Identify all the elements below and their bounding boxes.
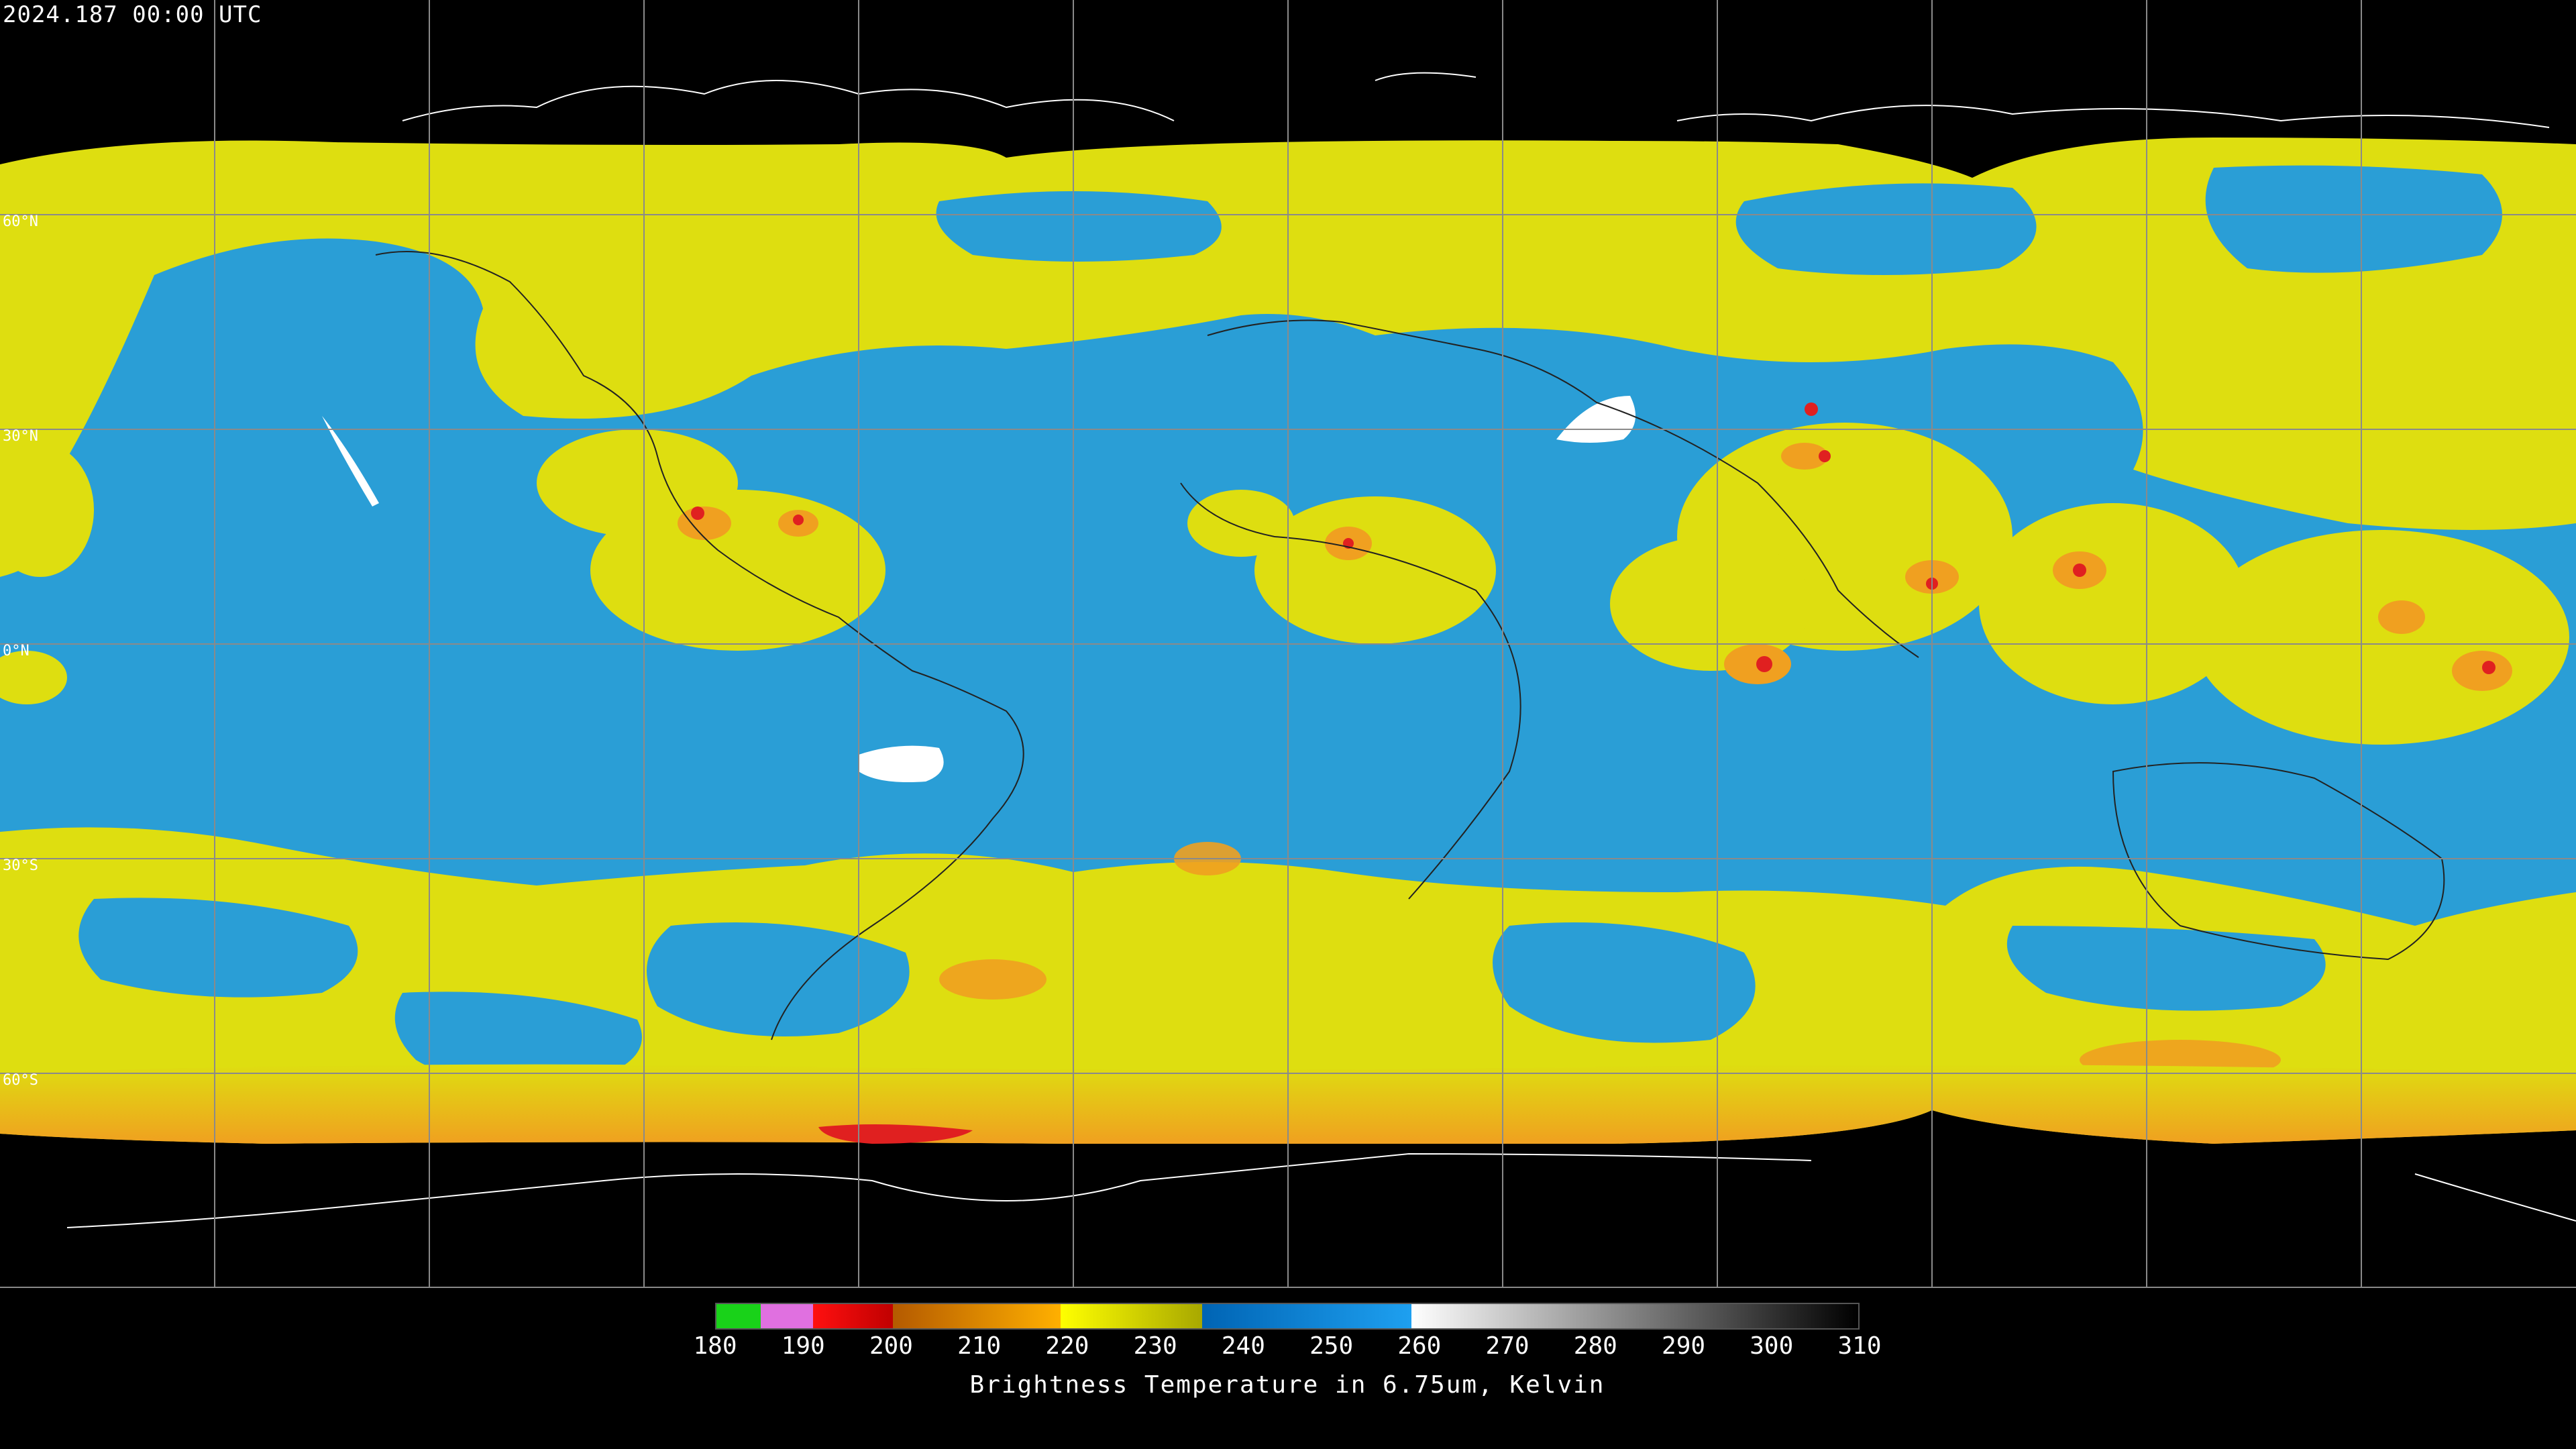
polar-coastlines <box>66 72 2576 1228</box>
colorbar-seg-blue <box>1202 1304 1411 1328</box>
colorbar-seg-yellow-olive <box>1060 1304 1203 1328</box>
colorbar-legend: 180 190 200 210 220 230 240 250 260 270 280 290 300 3… <box>693 1303 1882 1360</box>
colorbar-seg-brown-orange <box>893 1304 1061 1328</box>
lat-label-0n: 0°N <box>3 643 30 659</box>
convective-clusters <box>0 423 2569 745</box>
colorbar-tick-240: 240 <box>1221 1332 1265 1360</box>
coastlines <box>375 251 2445 1040</box>
lat-label-30n: 30°N <box>3 428 38 445</box>
colorbar-seg-red <box>812 1304 894 1328</box>
colorbar-seg-violet <box>760 1304 813 1328</box>
colorbar-tick-190: 190 <box>781 1332 825 1360</box>
colorbar-tick-290: 290 <box>1662 1332 1706 1360</box>
colorbar-title: Brightness Temperature in 6.75um, Kelvin <box>969 1371 1605 1399</box>
colorbar-seg-gray <box>1411 1304 1858 1328</box>
colorbar <box>715 1303 1860 1330</box>
colorbar-tick-180: 180 <box>693 1332 737 1360</box>
water-vapor-map <box>0 0 2576 1288</box>
colorbar-tick-280: 280 <box>1573 1332 1617 1360</box>
colorbar-tick-270: 270 <box>1485 1332 1529 1360</box>
timestamp-label: 2024.187 00:00 UTC <box>3 1 262 28</box>
graticule <box>0 0 2576 1288</box>
colorbar-ticks: 180 190 200 210 220 230 240 250 260 270 280 290 300 3… <box>693 1330 1881 1360</box>
colorbar-tick-250: 250 <box>1309 1332 1354 1360</box>
colorbar-tick-260: 260 <box>1397 1332 1442 1360</box>
colorbar-seg-green <box>716 1304 761 1328</box>
lat-label-60n: 60°N <box>3 213 38 230</box>
colorbar-tick-300: 300 <box>1750 1332 1794 1360</box>
warm-spot-arabia <box>1556 396 1635 443</box>
colorbar-tick-210: 210 <box>957 1332 1002 1360</box>
colorbar-tick-200: 200 <box>869 1332 913 1360</box>
lat-label-60s: 60°S <box>3 1072 38 1089</box>
warm-spot-atlantic <box>859 745 944 782</box>
cold-spot-antarctic <box>818 1124 973 1144</box>
colorbar-tick-230: 230 <box>1133 1332 1177 1360</box>
colorbar-tick-310: 310 <box>1837 1332 1882 1360</box>
colorbar-tick-220: 220 <box>1045 1332 1089 1360</box>
warm-spot-pacific <box>322 416 379 506</box>
lat-label-30s: 30°S <box>3 857 38 874</box>
